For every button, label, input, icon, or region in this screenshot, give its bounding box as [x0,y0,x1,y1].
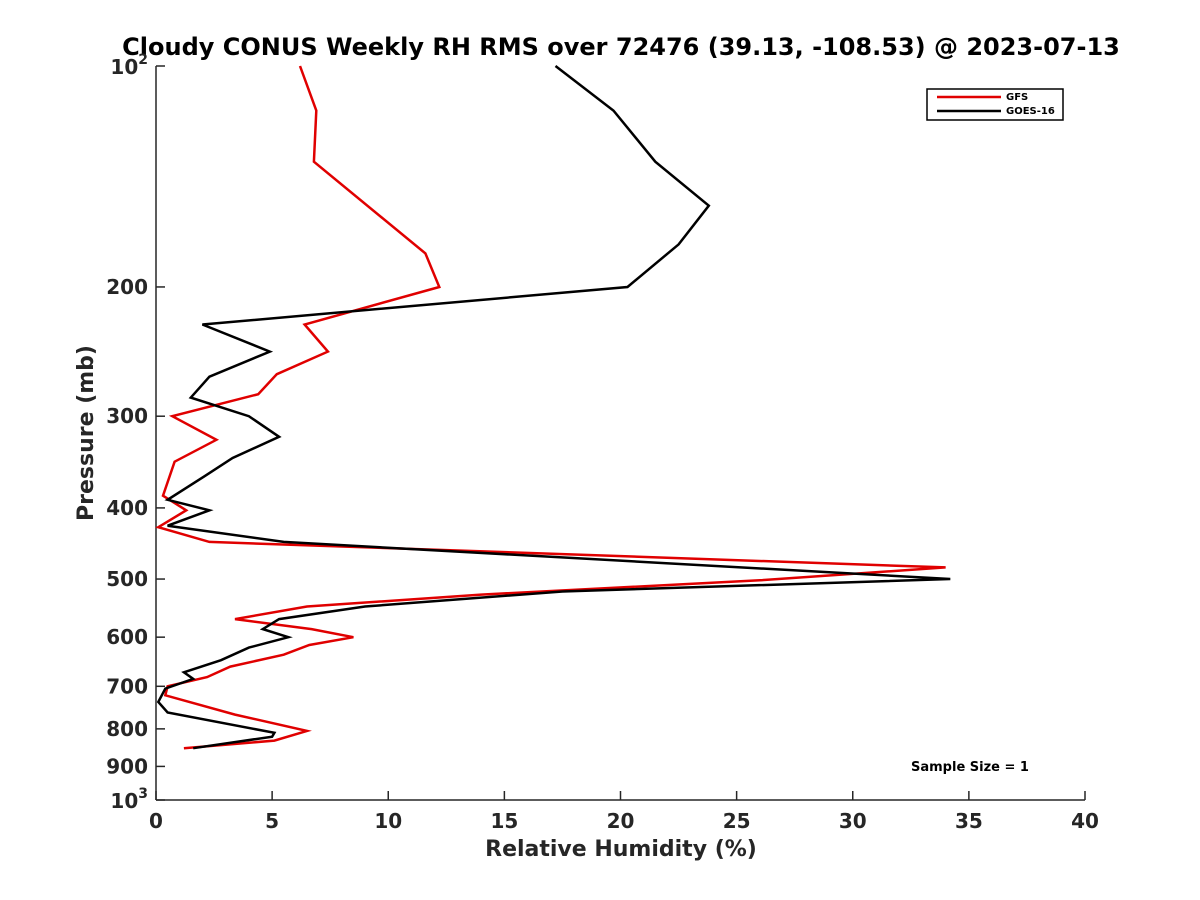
sample-size-annotation: Sample Size = 1 [911,760,1029,775]
x-tick-label: 20 [607,809,635,833]
y-tick-exponent: 3 [138,786,148,802]
x-tick-label: 10 [374,809,402,833]
y-tick-label: 700 [106,674,148,698]
x-tick-label: 30 [839,809,867,833]
x-axis: 0 5 10 15 20 25 30 35 40 [149,791,1099,833]
series-line-gfs [155,65,946,750]
series-layer [155,65,951,750]
y-tick-label: 500 [106,567,148,591]
y-axis-label: Pressure (mb) [74,345,99,521]
legend-box [926,88,1064,121]
x-tick-label: 25 [723,809,751,833]
y-tick-base: 10 [110,55,138,79]
x-tick-label: 15 [490,809,518,833]
y-tick-label: 400 [106,496,148,520]
y-tick-label: 800 [106,717,148,741]
x-tick-label: 5 [265,809,279,833]
y-tick-label: 102 [110,52,148,79]
legend: GFS GOES-16 [926,88,1064,121]
legend-label-gfs: GFS [1006,92,1028,103]
y-tick-label: 900 [106,754,148,778]
x-tick-label: 35 [955,809,983,833]
y-tick-label: 300 [106,404,148,428]
x-axis-label: Relative Humidity (%) [485,837,757,862]
plot-area [155,66,1085,801]
series-line-goes-16 [156,65,951,750]
x-tick-label: 40 [1071,809,1099,833]
legend-label-goes-16: GOES-16 [1006,106,1055,117]
x-tick-label: 0 [149,809,163,833]
chart-title: Cloudy CONUS Weekly RH RMS over 72476 (3… [122,33,1120,61]
y-tick-base: 10 [110,789,138,813]
y-tick-label: 103 [110,786,148,813]
y-tick-label: 600 [106,625,148,649]
y-tick-exponent: 2 [138,52,148,68]
y-tick-label: 200 [106,275,148,299]
